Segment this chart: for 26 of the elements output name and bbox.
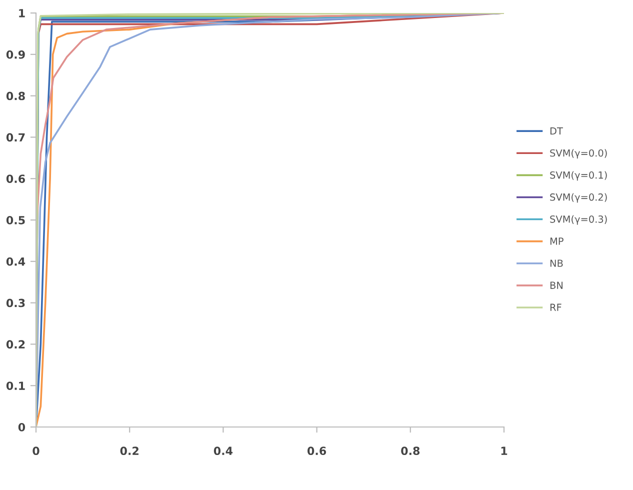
legend-label: BN [550, 282, 562, 289]
legend-label: SVM(γ=0.2) [550, 193, 607, 203]
legend-label: SVM(γ=0.3) [550, 215, 607, 225]
y-tick-label: 0.9 [6, 50, 25, 59]
y-tick-label: 0.1 [6, 382, 25, 390]
legend-label: MP [550, 238, 564, 245]
x-tick-label: 0.2 [120, 446, 138, 456]
y-tick-label: 0.6 [6, 174, 25, 183]
y-tick-label: 0.3 [6, 298, 25, 308]
x-tick-label: 0.6 [307, 446, 326, 456]
x-tick-label: 0.8 [401, 446, 420, 456]
y-tick-label: 0.4 [6, 257, 26, 266]
x-tick-label: 0 [32, 446, 40, 456]
x-tick-label: 0.4 [214, 446, 233, 456]
y-tick-label: 0.2 [6, 340, 25, 349]
legend-label: RF [550, 304, 562, 311]
legend-label: SVM(γ=0.0) [550, 149, 607, 159]
legend-label: NB [550, 260, 563, 267]
y-tick-label: 0.5 [6, 216, 25, 224]
legend-label: SVM(γ=0.1) [550, 171, 607, 181]
x-tick-label: 1 [501, 446, 508, 455]
y-tick-label: 0.7 [6, 133, 25, 142]
legend-label: DT [550, 127, 563, 134]
y-tick-label: 0.8 [6, 92, 25, 100]
y-tick-label: 1 [19, 9, 25, 18]
y-tick-label: 0 [18, 422, 26, 432]
